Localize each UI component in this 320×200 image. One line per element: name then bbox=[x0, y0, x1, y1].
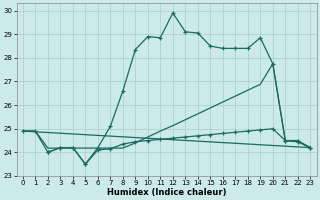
X-axis label: Humidex (Indice chaleur): Humidex (Indice chaleur) bbox=[107, 188, 226, 197]
